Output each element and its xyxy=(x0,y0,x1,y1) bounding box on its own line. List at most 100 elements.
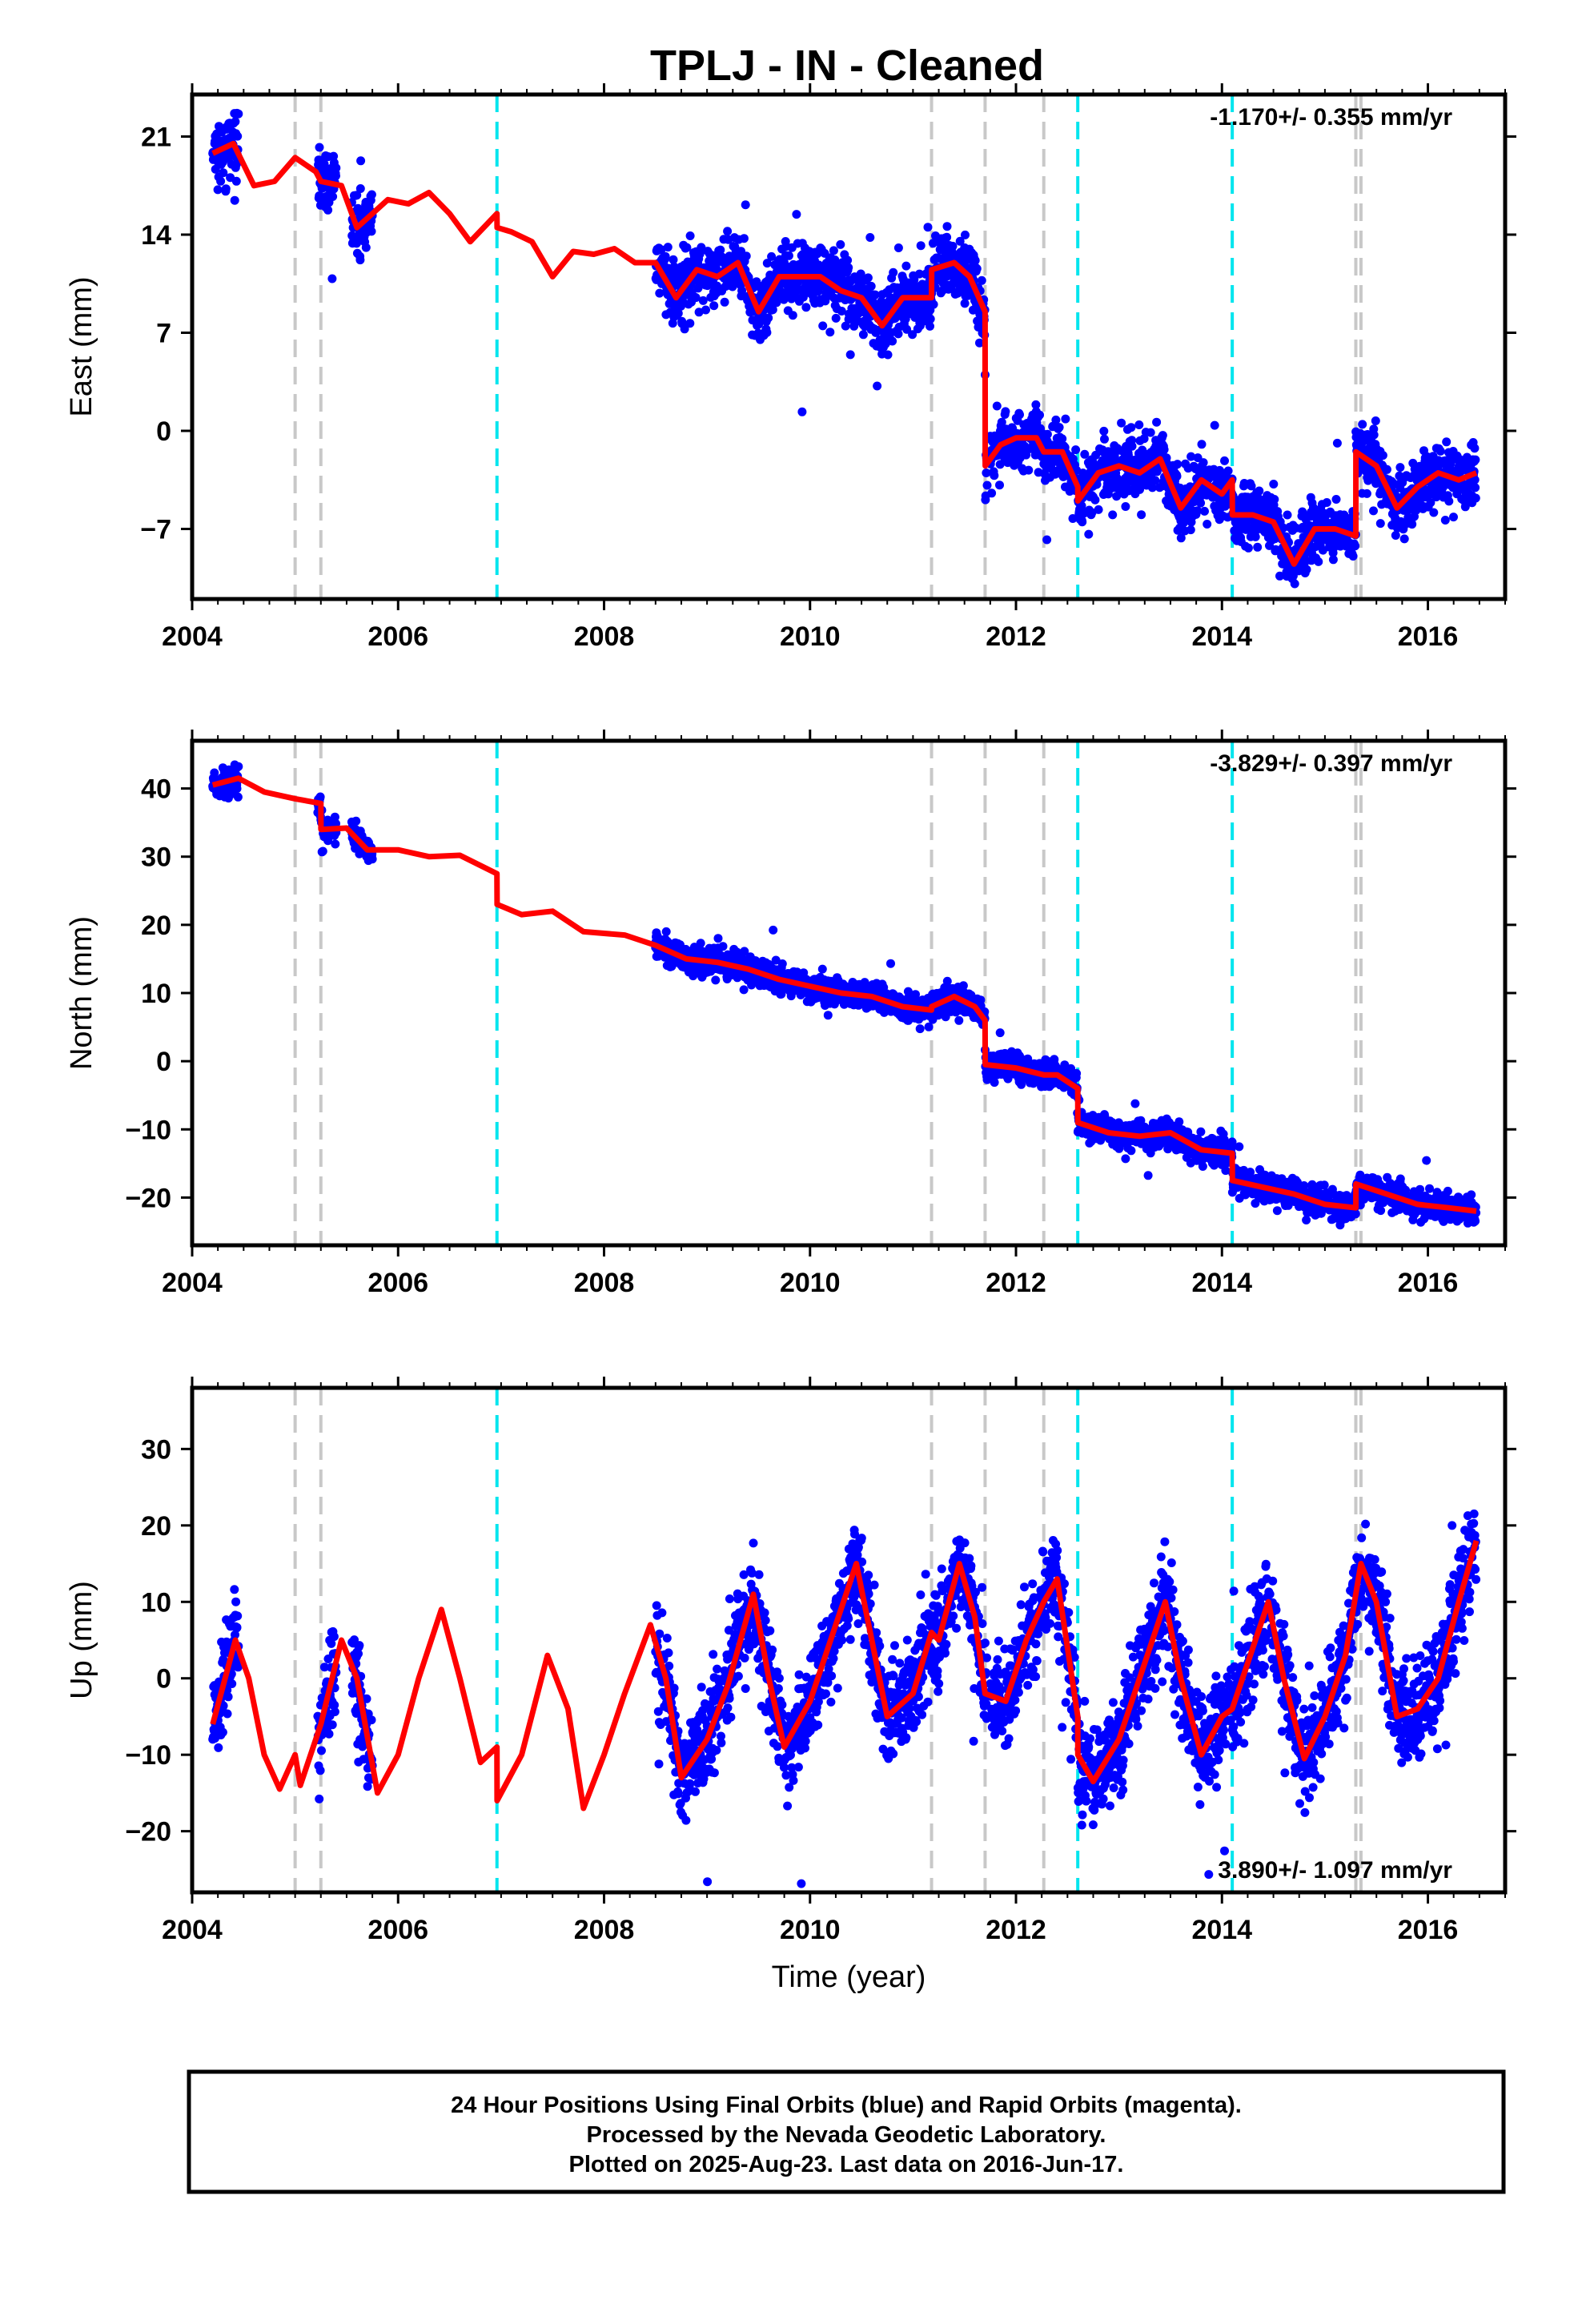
data-point xyxy=(1399,534,1409,544)
data-point xyxy=(669,262,679,271)
data-point xyxy=(355,255,365,265)
x-tick-label: 2012 xyxy=(986,621,1046,652)
data-point xyxy=(716,245,725,255)
data-point xyxy=(772,298,781,308)
data-point xyxy=(1471,483,1480,493)
x-tick-label: 2014 xyxy=(1191,621,1252,652)
data-point xyxy=(1358,420,1367,429)
data-point xyxy=(1270,495,1279,504)
data-point xyxy=(942,976,952,986)
data-point xyxy=(233,131,243,141)
data-point xyxy=(221,184,231,194)
data-point xyxy=(771,955,781,965)
data-point xyxy=(1251,532,1260,541)
y-tick-label: 0 xyxy=(156,416,171,447)
data-point xyxy=(1035,410,1044,420)
data-point xyxy=(829,246,838,255)
data-point xyxy=(331,171,340,181)
data-point xyxy=(801,303,811,312)
data-point xyxy=(915,1024,925,1034)
x-tick-label: 2008 xyxy=(574,621,635,652)
plot-frame xyxy=(190,92,1508,601)
data-point xyxy=(1223,466,1233,476)
data-point xyxy=(1023,1054,1033,1063)
data-point xyxy=(886,959,895,968)
data-point xyxy=(1126,1146,1136,1156)
data-point xyxy=(331,839,340,849)
data-point xyxy=(718,942,728,951)
data-point xyxy=(1470,475,1480,485)
data-point xyxy=(995,1028,1005,1038)
data-point xyxy=(1015,410,1024,420)
data-point xyxy=(961,230,970,239)
data-point xyxy=(1001,407,1010,416)
data-point xyxy=(923,223,933,232)
data-point xyxy=(1449,513,1458,522)
data-point xyxy=(1152,417,1162,427)
data-point xyxy=(1351,541,1360,551)
data-point xyxy=(1186,452,1196,461)
data-point xyxy=(1253,542,1263,552)
data-point xyxy=(367,190,376,199)
data-point xyxy=(987,489,997,498)
data-point xyxy=(1107,1118,1117,1128)
data-point xyxy=(352,191,362,200)
data-point xyxy=(694,308,704,317)
data-point xyxy=(1150,476,1160,485)
data-point xyxy=(845,350,855,360)
y-tick-label: 21 xyxy=(141,123,171,153)
data-point xyxy=(954,1015,964,1025)
data-point xyxy=(928,239,938,248)
data-point xyxy=(1127,441,1137,451)
data-point xyxy=(856,269,865,279)
data-point xyxy=(1426,498,1435,508)
data-point xyxy=(1121,502,1130,511)
data-point xyxy=(216,176,226,186)
data-point xyxy=(1440,516,1450,525)
data-point xyxy=(1431,493,1441,502)
data-point xyxy=(767,251,777,261)
data-point xyxy=(1134,420,1144,429)
data-point xyxy=(929,300,938,309)
data-point xyxy=(863,273,873,283)
data-point xyxy=(764,313,773,323)
data-point xyxy=(1061,414,1070,424)
data-point xyxy=(769,925,778,935)
data-point xyxy=(682,243,692,252)
data-point xyxy=(1117,418,1126,428)
data-point xyxy=(741,251,751,261)
data-point xyxy=(1378,451,1387,460)
data-point xyxy=(1091,450,1101,460)
data-point xyxy=(720,297,729,307)
data-point xyxy=(1442,437,1452,447)
data-point xyxy=(841,321,850,331)
data-point xyxy=(768,305,777,315)
data-point xyxy=(817,964,827,974)
data-point xyxy=(1435,446,1445,456)
data-point xyxy=(698,296,708,305)
data-point xyxy=(836,239,845,249)
y-tick-label: 14 xyxy=(141,220,171,251)
data-point xyxy=(739,985,749,995)
data-point xyxy=(1243,543,1253,553)
data-point xyxy=(997,417,1006,427)
data-point xyxy=(1159,444,1169,454)
data-point xyxy=(1444,497,1454,506)
data-point xyxy=(873,381,882,391)
east-panel: 2004 2006 2008 2010 2012 2014 2016−7071421East… xyxy=(65,83,1516,652)
y-axis-label: East (mm) xyxy=(65,276,98,416)
data-point xyxy=(793,278,802,287)
data-point xyxy=(1146,428,1155,437)
data-point xyxy=(1094,505,1103,514)
data-point xyxy=(231,176,241,186)
data-point xyxy=(231,117,240,127)
y-tick-label: 7 xyxy=(156,319,171,349)
data-point xyxy=(210,768,219,778)
data-point xyxy=(990,471,999,480)
data-point xyxy=(909,275,919,284)
data-point xyxy=(797,407,807,416)
data-point xyxy=(818,321,828,331)
data-point xyxy=(1042,535,1052,545)
data-point xyxy=(661,251,670,261)
